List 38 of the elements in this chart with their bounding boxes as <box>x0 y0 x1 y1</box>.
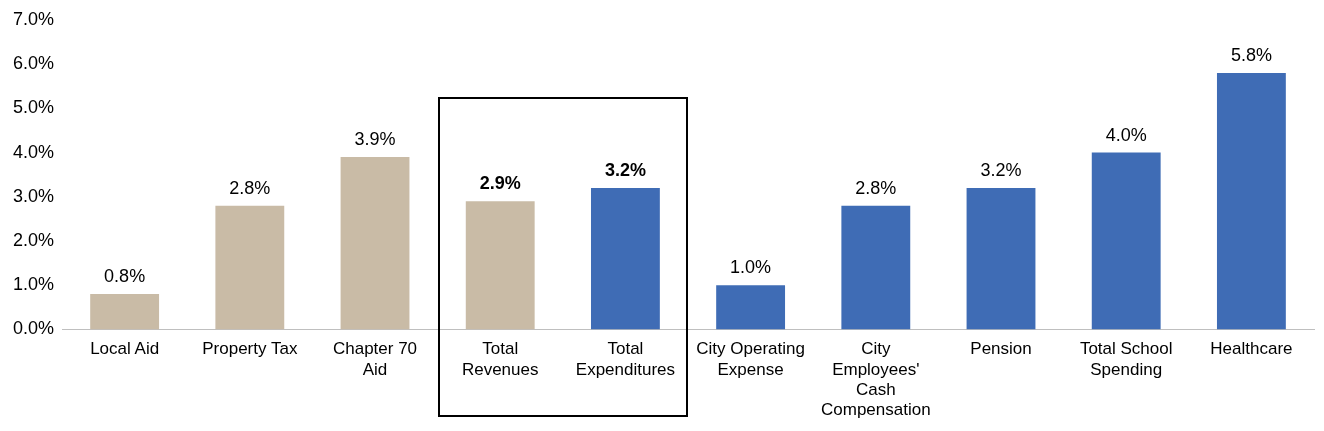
data-label: 4.0% <box>1105 124 1147 145</box>
y-tick-label: 4.0% <box>13 141 55 162</box>
bar <box>465 201 535 330</box>
x-tick-label: Pension <box>970 339 1032 359</box>
x-tick-label: Property Tax <box>202 339 298 359</box>
x-tick-label: Local Aid <box>90 339 160 359</box>
data-label: 3.9% <box>354 128 396 149</box>
bar <box>1216 73 1286 330</box>
bar <box>1091 152 1161 330</box>
x-tick-label: Total School Spending <box>1079 339 1173 379</box>
x-tick-label: Total Revenues <box>461 339 539 379</box>
y-tick-label: 2.0% <box>13 229 55 250</box>
bar <box>90 294 160 330</box>
bar <box>966 187 1036 330</box>
bar <box>590 187 660 330</box>
y-tick-label: 1.0% <box>13 274 55 295</box>
data-label: 3.2% <box>604 159 646 180</box>
data-label: 1.0% <box>730 257 772 278</box>
x-tick-label: City Operating Expense <box>696 339 805 379</box>
y-tick-label: 5.0% <box>13 97 55 118</box>
x-tick-label: Total Expenditures <box>575 339 676 379</box>
y-tick-label: 6.0% <box>13 53 55 74</box>
bar <box>340 157 410 330</box>
x-tick-label: City Employees' Cash Compensation <box>821 339 931 420</box>
bar <box>841 205 911 330</box>
bar <box>215 205 285 330</box>
data-label: 0.8% <box>104 266 146 287</box>
y-tick-label: 7.0% <box>13 8 55 29</box>
data-label: 3.2% <box>980 159 1022 180</box>
y-tick-label: 0.0% <box>13 318 55 339</box>
x-tick-label: Chapter 70 Aid <box>332 339 418 379</box>
data-label: 5.8% <box>1230 45 1272 66</box>
y-tick-label: 3.0% <box>13 185 55 206</box>
data-label: 2.8% <box>855 177 897 198</box>
x-tick-label: Healthcare <box>1210 339 1293 359</box>
bar <box>716 285 786 330</box>
data-label: 2.9% <box>479 173 521 194</box>
data-label: 2.8% <box>229 177 271 198</box>
